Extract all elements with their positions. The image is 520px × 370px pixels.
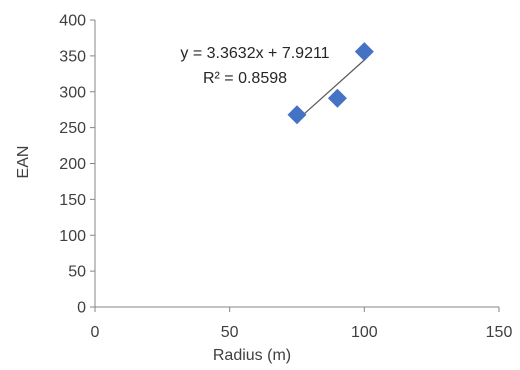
- y-tick-label: 150: [59, 192, 86, 209]
- y-tick-label: 50: [68, 264, 86, 281]
- y-tick-label: 0: [77, 300, 86, 317]
- data-point: [354, 42, 374, 62]
- y-tick-label: 100: [59, 228, 86, 245]
- y-tick-label: 350: [59, 48, 86, 65]
- x-tick-label: 150: [486, 324, 513, 341]
- axes: [90, 19, 500, 312]
- y-tick-label: 400: [59, 13, 86, 30]
- y-axis-title: EAN: [15, 146, 32, 179]
- tick-labels: 0 50 100 150 200 250 300 350 400 0 50 100 150: [59, 13, 512, 342]
- data-point: [327, 88, 347, 108]
- trendline: [296, 59, 365, 121]
- trendline-equation: y = 3.3632x + 7.9211: [180, 45, 329, 62]
- data-points: [287, 42, 374, 125]
- x-tick-label: 50: [221, 324, 239, 341]
- x-axis-title: Radius (m): [213, 347, 291, 364]
- y-tick-label: 250: [59, 120, 86, 137]
- x-tick-label: 0: [91, 324, 100, 341]
- y-tick-label: 200: [59, 156, 86, 173]
- r-squared-label: R² = 0.8598: [203, 70, 287, 87]
- trendline-group: [296, 59, 365, 121]
- data-point: [287, 105, 307, 125]
- x-tick-label: 100: [351, 324, 378, 341]
- y-tick-label: 300: [59, 84, 86, 101]
